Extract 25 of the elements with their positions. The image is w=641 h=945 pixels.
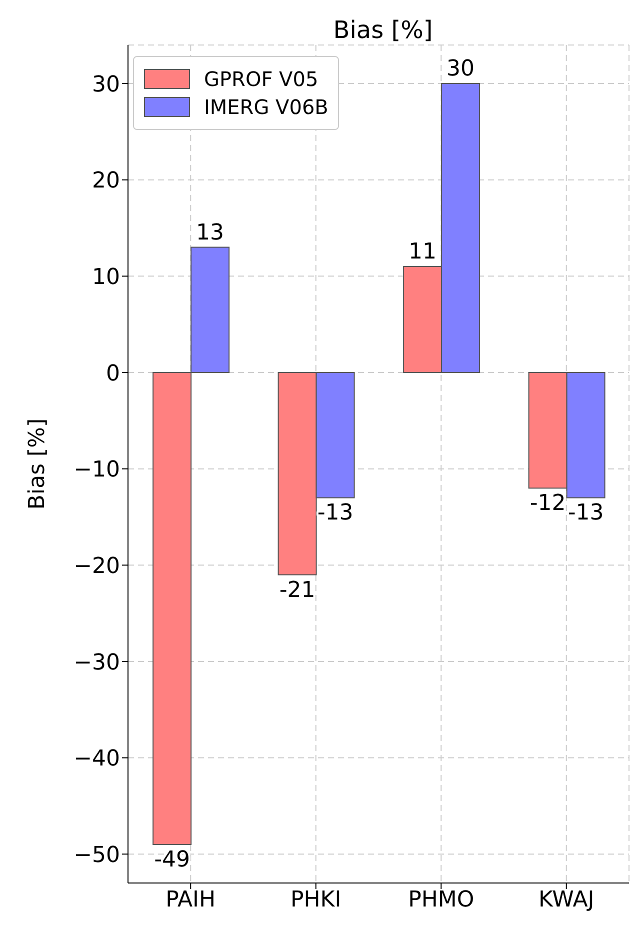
data-label: -13 — [317, 500, 354, 526]
data-label: -49 — [154, 847, 190, 872]
y-tick-label: −50 — [74, 842, 120, 868]
x-tick-label: PHMO — [408, 888, 474, 913]
legend-label: GPROF V05 — [204, 67, 318, 91]
chart-title: Bias [%] — [332, 16, 434, 44]
y-tick-label: −20 — [74, 554, 120, 579]
y-axis-title: Bias [%] — [24, 418, 50, 510]
data-label: -21 — [279, 578, 316, 603]
y-tick-label: 10 — [92, 264, 120, 290]
data-label: 13 — [196, 220, 224, 246]
x-tick-label: PHKI — [290, 888, 342, 913]
x-tick-label: PAIH — [166, 888, 216, 913]
y-tick-label: −40 — [74, 746, 120, 772]
data-label: 11 — [408, 240, 437, 265]
data-label: -13 — [568, 500, 604, 526]
y-tick-label: 20 — [92, 168, 120, 194]
data-label: -12 — [530, 491, 566, 516]
x-tick-label: KWAJ — [538, 888, 594, 913]
legend-label: IMERG V06B — [204, 95, 328, 119]
y-tick-label: 0 — [106, 361, 120, 386]
data-label: 30 — [446, 56, 475, 82]
y-tick-label: 30 — [92, 72, 120, 98]
y-tick-label: −10 — [74, 458, 120, 483]
y-tick-label: −30 — [74, 650, 120, 676]
